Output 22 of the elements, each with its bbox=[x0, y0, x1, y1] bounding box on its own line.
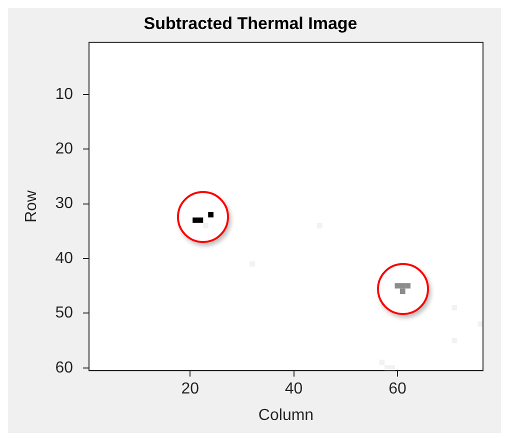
point bbox=[400, 283, 406, 288]
x-axis-title: Column bbox=[258, 406, 314, 424]
point bbox=[405, 283, 411, 288]
x-tick-label: 40 bbox=[284, 380, 303, 398]
y-tick-label: 30 bbox=[55, 195, 74, 212]
x-tick-label: 20 bbox=[181, 380, 200, 398]
point bbox=[400, 288, 406, 294]
point bbox=[198, 217, 204, 223]
point bbox=[202, 222, 208, 228]
y-tick-label: 20 bbox=[55, 140, 74, 158]
point bbox=[478, 321, 483, 327]
y-axis-title: Row bbox=[23, 190, 40, 223]
point bbox=[208, 212, 214, 218]
point bbox=[394, 283, 400, 288]
point bbox=[390, 365, 395, 371]
y-tick-label: 50 bbox=[55, 304, 74, 322]
y-tick-label: 10 bbox=[55, 86, 74, 103]
chart-title: Subtracted Thermal Image bbox=[144, 14, 358, 33]
x-tick-label: 60 bbox=[388, 380, 406, 398]
point bbox=[192, 217, 198, 223]
y-tick-label: 40 bbox=[55, 250, 74, 267]
y-tick-label: 60 bbox=[55, 359, 74, 376]
